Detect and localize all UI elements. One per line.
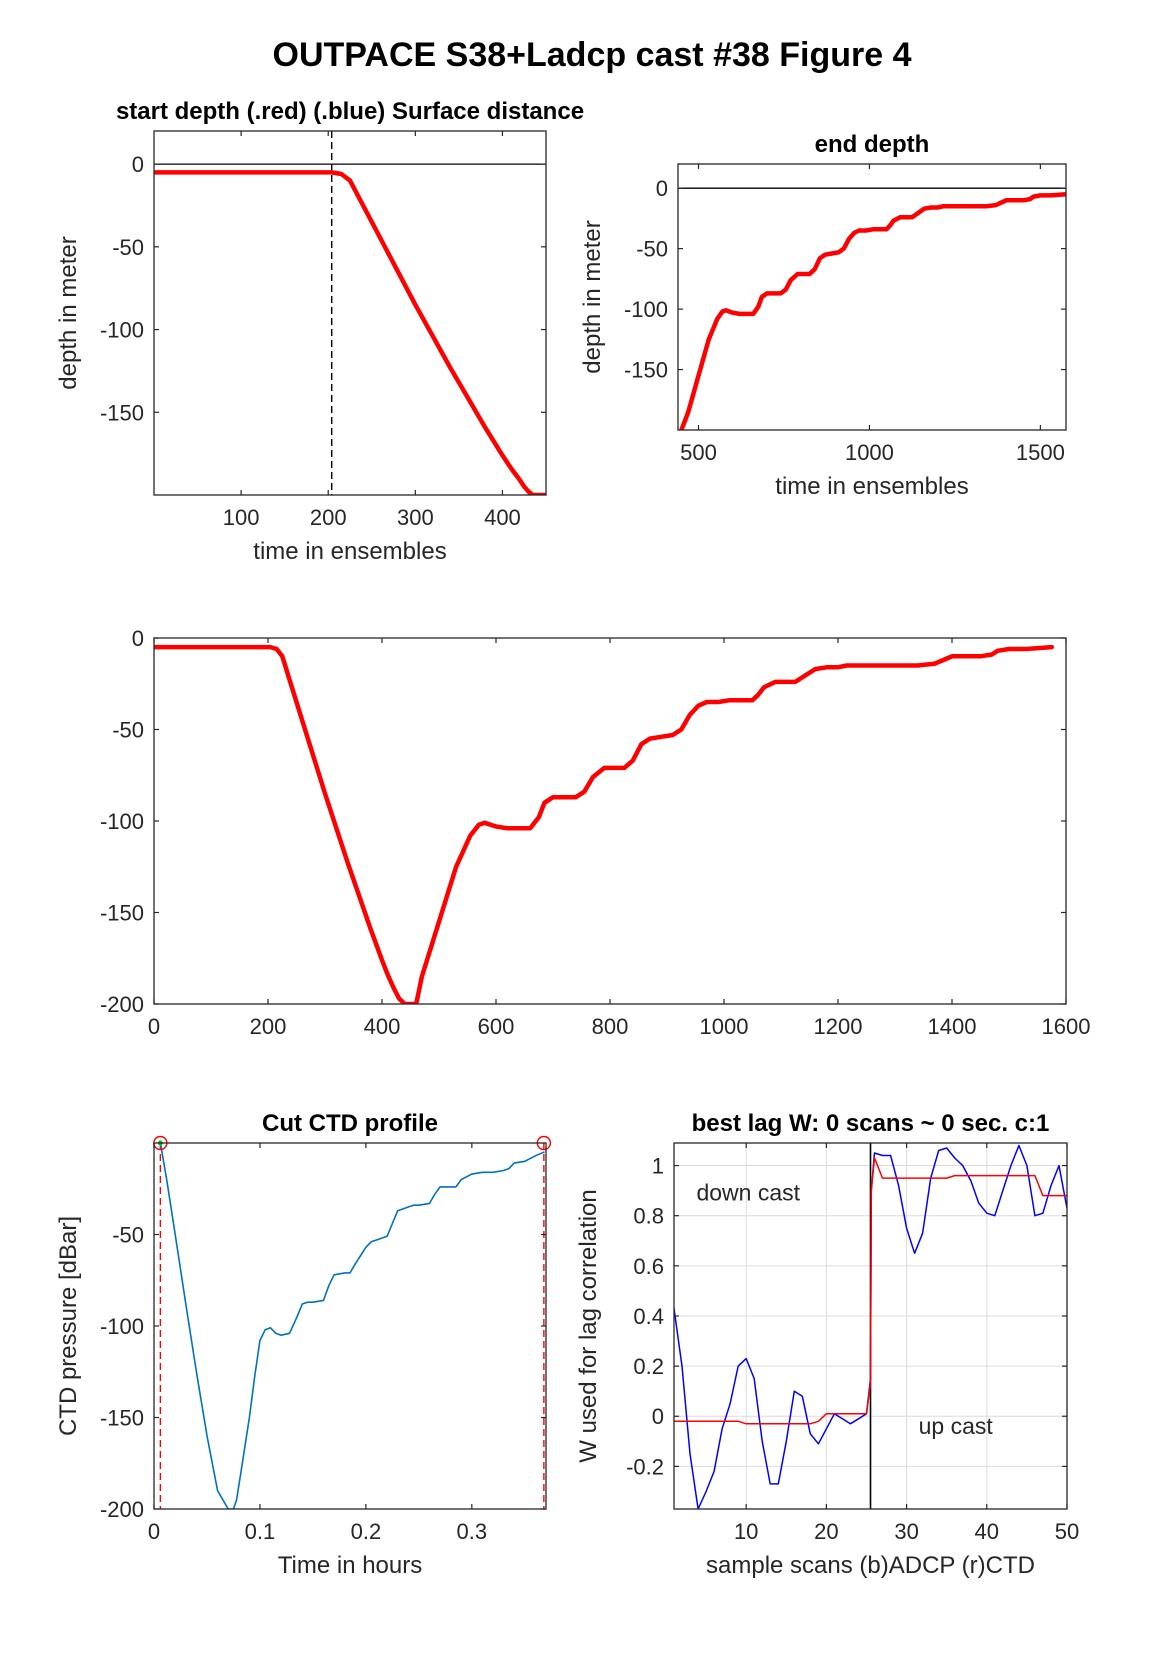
series-line-start-0 [154,170,546,495]
x-tick-label: 40 [975,1519,999,1544]
x-tick-label: 50 [1055,1519,1079,1544]
series-line-full-0 [154,644,1055,1004]
y-tick-label: -0.2 [626,1454,664,1479]
y-tick-label: 0 [132,152,144,177]
x-tick-label: 400 [364,1014,401,1039]
x-tick-label: 200 [250,1014,287,1039]
y-axis-label: CTD pressure [dBar] [55,1216,82,1436]
y-tick-label: -150 [100,1406,144,1431]
y-tick-label: -150 [100,901,144,926]
x-tick-label: 100 [223,505,260,530]
x-tick-label: 1500 [1016,440,1065,465]
plot-frame [153,637,1067,1005]
x-axis-label: Time in hours [278,1552,423,1579]
y-axis-label: depth in meter [55,236,82,389]
y-tick-label: 0.4 [633,1304,664,1329]
y-tick-label: -50 [636,237,668,262]
y-tick-label: -100 [100,1314,144,1339]
y-tick-label: 0 [652,1404,664,1429]
chart-cut: 0 0.1 0.2 0.3 -50 -100 -150 -200 Cut CTD profile… [55,1110,552,1579]
chart-title: end depth [815,131,930,158]
y-axis-label: depth in meter [579,220,606,373]
plot-frame [153,1142,547,1510]
y-tick-label: 0 [132,626,144,651]
x-tick-label: 200 [310,505,347,530]
chart-end: 500 1000 1500 0 -50 -100 -150 end depth time in … [579,131,1067,500]
figure-title: OUTPACE S38+Ladcp cast #38 Figure 4 [273,36,912,74]
series-line-cut-0 [159,1143,545,1509]
chart-start: 100 200 300 400 0 -50 -100 -150 start depth (.re… [55,98,584,565]
chart-title: Cut CTD profile [262,1110,438,1137]
x-tick-label: 400 [484,505,521,530]
x-tick-label: 1000 [700,1014,749,1039]
annotation-label: up cast [919,1413,994,1439]
y-tick-label: -100 [100,318,144,343]
plot-frame [677,163,1067,431]
chart-title: best lag W: 0 scans ~ 0 sec. c:1 [692,1110,1050,1137]
y-tick-label: 0.6 [633,1254,664,1279]
x-tick-label: 1200 [814,1014,863,1039]
y-tick-label: -200 [100,1497,144,1522]
y-tick-label: -50 [112,718,144,743]
y-tick-label: -50 [112,235,144,260]
series-line-lag-1 [674,1157,1067,1425]
y-tick-label: 1 [652,1154,664,1179]
x-tick-label: 0.1 [245,1519,276,1544]
annotation-label: down cast [696,1180,800,1206]
x-tick-label: 500 [680,440,717,465]
y-tick-label: -100 [624,297,668,322]
plot-frame [673,1142,1068,1510]
x-axis-label: time in ensembles [253,538,446,565]
x-tick-label: 0 [148,1014,160,1039]
series-line-end-0 [679,191,1066,430]
x-tick-label: 1400 [928,1014,977,1039]
x-tick-label: 10 [734,1519,758,1544]
x-tick-label: 30 [894,1519,918,1544]
x-tick-label: 0 [148,1519,160,1544]
x-tick-label: 800 [592,1014,629,1039]
x-tick-label: 0.2 [351,1519,382,1544]
x-axis-label: time in ensembles [775,473,968,500]
x-tick-label: 300 [397,505,434,530]
x-tick-label: 1000 [845,440,894,465]
x-tick-label: 1600 [1042,1014,1091,1039]
x-tick-label: 0.3 [457,1519,488,1544]
x-tick-label: 600 [478,1014,515,1039]
y-tick-label: -50 [112,1223,144,1248]
y-tick-label: 0 [656,176,668,201]
x-tick-label: 20 [814,1519,838,1544]
y-tick-label: -150 [100,400,144,425]
x-axis-label: sample scans (b)ADCP (r)CTD [706,1552,1035,1579]
chart-lag: 10 20 30 40 50 1 0.8 0.6 0.4 0.2 0 -0.2 best lag W: … [575,1110,1079,1579]
y-tick-label: -100 [100,809,144,834]
y-tick-label: -200 [100,992,144,1017]
chart-full: 0 200 400 600 800 1000 1200 1400 1600 0 -50 -100 -15… [100,626,1091,1039]
y-tick-label: 0.2 [633,1354,664,1379]
plot-frame [153,130,547,496]
y-axis-label: W used for lag correlation [575,1189,602,1462]
chart-title: start depth (.red) (.blue) Surface dista… [116,98,584,125]
y-tick-label: -150 [624,358,668,383]
y-tick-label: 0.8 [633,1204,664,1229]
